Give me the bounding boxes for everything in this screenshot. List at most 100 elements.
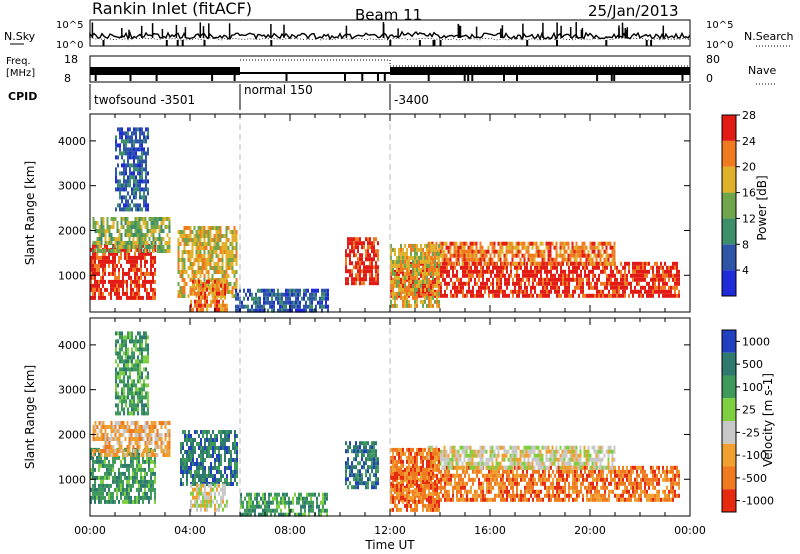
power-cell bbox=[224, 283, 226, 288]
power-cell bbox=[613, 253, 616, 258]
power-cell bbox=[140, 237, 143, 241]
velocity-cell bbox=[216, 446, 218, 450]
power-cell bbox=[123, 179, 125, 184]
power-cell bbox=[436, 295, 438, 300]
power-cell bbox=[547, 253, 550, 258]
power-cell bbox=[614, 289, 616, 294]
power-cell bbox=[120, 217, 123, 221]
power-cell bbox=[148, 279, 150, 284]
velocity-cell bbox=[220, 430, 222, 434]
power-cell bbox=[205, 262, 208, 266]
power-cell bbox=[414, 251, 416, 256]
velocity-cell bbox=[204, 442, 206, 446]
power-cell bbox=[576, 269, 578, 274]
power-cell bbox=[239, 300, 241, 305]
power-cell bbox=[406, 269, 408, 274]
velocity-cell bbox=[357, 445, 359, 450]
power-cell bbox=[146, 251, 148, 256]
velocity-cell bbox=[234, 462, 236, 466]
power-cell bbox=[616, 265, 618, 270]
power-cell bbox=[106, 241, 109, 245]
velocity-cell bbox=[164, 433, 167, 437]
velocity-cell bbox=[212, 499, 214, 504]
power-cell bbox=[428, 243, 430, 248]
velocity-cell bbox=[222, 474, 224, 478]
power-cell bbox=[520, 261, 522, 266]
freq-tick-high: 18 bbox=[64, 53, 78, 66]
velocity-cell bbox=[355, 453, 357, 458]
power-cell bbox=[503, 257, 506, 262]
power-cell bbox=[459, 253, 462, 258]
power-cell bbox=[120, 255, 122, 260]
velocity-cell bbox=[286, 500, 288, 505]
power-cell bbox=[214, 279, 216, 284]
power-cell bbox=[92, 267, 94, 272]
power-cell bbox=[208, 303, 210, 308]
velocity-cell bbox=[214, 507, 216, 512]
velocity-cell bbox=[300, 496, 302, 501]
power-cell bbox=[398, 291, 400, 296]
power-cell bbox=[377, 249, 379, 254]
power-cell bbox=[210, 303, 212, 308]
velocity-cell bbox=[351, 465, 353, 470]
velocity-cell bbox=[96, 447, 98, 452]
power-cell bbox=[118, 233, 121, 237]
power-cell bbox=[351, 241, 353, 246]
power-cell bbox=[561, 245, 564, 250]
velocity-cell bbox=[258, 512, 260, 517]
power-cell bbox=[540, 273, 542, 278]
velocity-cell bbox=[274, 508, 276, 513]
power-cell bbox=[209, 238, 212, 242]
power-cell bbox=[121, 155, 123, 160]
velocity-cell bbox=[112, 437, 115, 441]
power-cell bbox=[147, 187, 149, 192]
velocity-cell bbox=[198, 503, 200, 508]
velocity-cell bbox=[106, 449, 109, 453]
power-cell bbox=[150, 259, 152, 264]
power-cell bbox=[117, 143, 119, 148]
power-cell bbox=[215, 246, 218, 250]
velocity-cell bbox=[284, 512, 286, 517]
power-cell bbox=[561, 241, 564, 246]
power-cell bbox=[524, 285, 526, 290]
velocity-cell bbox=[128, 425, 131, 429]
velocity-cell bbox=[127, 411, 129, 416]
power-cell bbox=[606, 281, 608, 286]
velocity-cell bbox=[145, 339, 147, 344]
velocity-cell bbox=[130, 463, 132, 468]
power-cell bbox=[199, 258, 202, 262]
velocity-cell bbox=[137, 395, 139, 400]
velocity-cell bbox=[123, 375, 125, 380]
power-cell bbox=[139, 179, 141, 184]
power-cell bbox=[468, 265, 470, 270]
power-cell bbox=[203, 274, 206, 278]
velocity-cell bbox=[224, 450, 226, 454]
power-cell bbox=[122, 291, 124, 296]
power-cell bbox=[115, 143, 117, 148]
velocity-cell bbox=[117, 363, 119, 368]
power-cell bbox=[490, 273, 492, 278]
power-cell bbox=[199, 266, 202, 270]
power-cell bbox=[430, 255, 432, 260]
power-cell bbox=[121, 199, 123, 204]
velocity-cell bbox=[129, 375, 131, 380]
power-cell bbox=[191, 254, 194, 258]
power-cell bbox=[594, 265, 596, 270]
velocity-cell bbox=[264, 508, 266, 513]
power-cell bbox=[214, 303, 216, 308]
power-cell bbox=[201, 266, 204, 270]
velocity-cell bbox=[266, 508, 268, 513]
velocity-cell bbox=[355, 449, 357, 454]
power-cell bbox=[418, 293, 420, 298]
power-cell bbox=[133, 195, 135, 200]
power-cell bbox=[137, 147, 139, 152]
power-cell bbox=[652, 281, 654, 286]
velocity-cell bbox=[190, 450, 192, 454]
power-cell bbox=[92, 271, 94, 276]
velocity-cell bbox=[150, 459, 152, 464]
power-cell bbox=[552, 281, 554, 286]
power-cell bbox=[504, 289, 506, 294]
power-cell bbox=[438, 303, 440, 308]
velocity-cell bbox=[94, 437, 97, 441]
power-cell bbox=[287, 308, 289, 313]
